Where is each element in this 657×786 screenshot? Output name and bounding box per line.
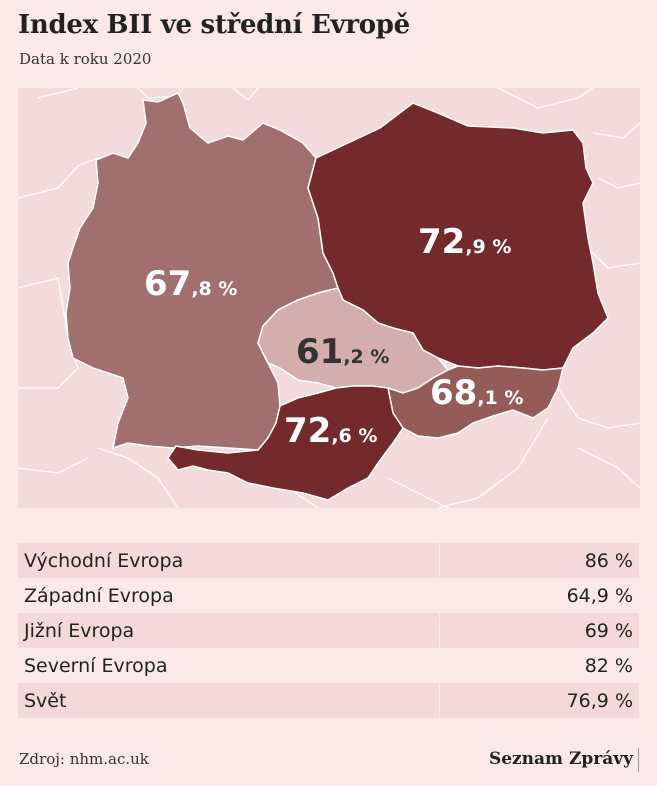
table-cell-name: Severní Evropa — [18, 648, 440, 683]
label-slovakia-int: 68 — [430, 373, 477, 413]
page-subtitle: Data k roku 2020 — [19, 50, 152, 68]
label-slovakia-dec: ,1 % — [477, 387, 523, 409]
table-cell-value: 82 % — [440, 648, 639, 683]
table-row: Svět 76,9 % — [18, 683, 639, 718]
table-cell-name: Západní Evropa — [18, 578, 440, 613]
label-austria-dec: ,6 % — [331, 425, 377, 447]
source-note: Zdroj: nhm.ac.uk — [19, 750, 149, 768]
table-cell-value: 69 % — [440, 613, 639, 648]
table-row: Jižní Evropa 69 % — [18, 613, 639, 648]
table-cell-value: 76,9 % — [440, 683, 639, 718]
map-svg: 67,8 % 72,9 % 61,2 % 68,1 % 72,6 % — [18, 88, 640, 508]
label-slovakia: 68,1 % — [430, 373, 523, 413]
table-cell-name: Svět — [18, 683, 440, 718]
label-austria: 72,6 % — [284, 411, 377, 451]
comparison-table: Východní Evropa 86 % Západní Evropa 64,9… — [18, 543, 639, 718]
page-title: Index BII ve střední Evropě — [18, 10, 410, 40]
label-czechia-dec: ,2 % — [343, 346, 389, 368]
table-cell-name: Východní Evropa — [18, 543, 440, 578]
label-austria-int: 72 — [284, 411, 331, 451]
label-poland-dec: ,9 % — [465, 236, 511, 258]
table-cell-value: 64,9 % — [440, 578, 639, 613]
label-germany: 67,8 % — [144, 264, 237, 304]
neighbour-borders — [18, 88, 640, 508]
map: 67,8 % 72,9 % 61,2 % 68,1 % 72,6 % — [18, 88, 640, 508]
table-row: Západní Evropa 64,9 % — [18, 578, 639, 613]
table-row: Východní Evropa 86 % — [18, 543, 639, 578]
label-germany-dec: ,8 % — [191, 278, 237, 300]
brand-divider — [638, 748, 639, 772]
label-czechia-int: 61 — [296, 332, 343, 372]
region-austria — [167, 385, 404, 501]
table-cell-name: Jižní Evropa — [18, 613, 440, 648]
table-row: Severní Evropa 82 % — [18, 648, 639, 683]
label-poland-int: 72 — [418, 222, 465, 262]
label-germany-int: 67 — [144, 264, 191, 304]
table-cell-value: 86 % — [440, 543, 639, 578]
label-poland: 72,9 % — [418, 222, 511, 262]
brand-logo[interactable]: Seznam Zprávy — [488, 749, 633, 769]
label-czechia: 61,2 % — [296, 332, 389, 372]
